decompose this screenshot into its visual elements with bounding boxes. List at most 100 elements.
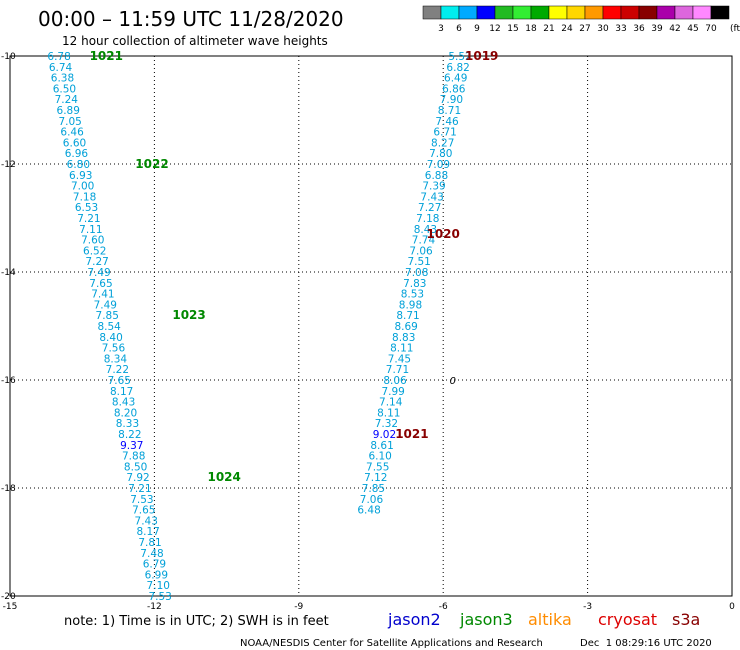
swh-value-label: 7.12 [364, 472, 387, 484]
pressure-label: 1024 [207, 470, 240, 484]
colorbar-tick-label: 21 [543, 24, 554, 34]
colorbar-swatch [602, 5, 622, 20]
swh-value-label: 7.65 [108, 375, 131, 387]
x-tick-label: -15 [3, 602, 18, 612]
swh-value-label: 7.21 [77, 213, 100, 225]
data-labels: 6.786.746.386.507.246.897.056.466.606.96… [47, 49, 498, 603]
swh-value-label: 6.99 [145, 569, 168, 581]
swh-value-label: 7.49 [87, 267, 110, 279]
swh-value-label: 7.56 [102, 343, 126, 355]
legend-entry: s3a [672, 610, 700, 629]
swh-value-label: 7.53 [148, 591, 171, 603]
swh-value-label: 7.32 [375, 418, 398, 430]
swh-value-label: 7.27 [85, 256, 108, 268]
y-tick-label: -12 [1, 160, 16, 170]
swh-value-label: 6.50 [53, 83, 76, 95]
swh-value-label: 6.60 [63, 137, 86, 149]
colorbar-tick-label: 24 [561, 24, 573, 34]
colorbar-swatch [566, 5, 586, 20]
colorbar-tick-label: 3 [438, 24, 444, 34]
swh-value-label: 8.40 [99, 332, 122, 344]
swh-value-label: 7.08 [405, 267, 428, 279]
swh-value-label: 9.02 [373, 429, 396, 441]
swh-value-label: 7.10 [147, 580, 170, 592]
swh-value-label: 8.34 [104, 353, 128, 365]
swh-value-label: 6.49 [444, 73, 467, 85]
timestamp-text: Dec 1 08:29:16 UTC 2020 [580, 638, 712, 649]
swh-value-label: 7.11 [79, 224, 102, 236]
swh-value-label: 6.86 [442, 83, 466, 95]
legend-entry: jason3 [459, 610, 513, 629]
swh-value-label: 7.41 [91, 289, 114, 301]
grid [10, 56, 732, 596]
colorbar-swatch [422, 5, 442, 20]
swh-value-label: 7.65 [89, 278, 112, 290]
swh-value-label: 7.05 [58, 116, 81, 128]
swh-value-label: 6.52 [83, 245, 106, 257]
swh-value-label: 7.74 [412, 235, 436, 247]
legend-entry: altika [528, 610, 572, 629]
swh-value-label: 8.71 [396, 310, 419, 322]
colorbar-tick-label: 70 [705, 24, 717, 34]
y-tick-label: -16 [1, 376, 16, 386]
legend-entry: cryosat [598, 610, 657, 629]
swh-value-label: 6.46 [60, 127, 84, 139]
colorbar-swatch [710, 5, 730, 20]
x-tick-label: -6 [439, 602, 448, 612]
colorbar-tick-label: 30 [597, 24, 609, 34]
colorbar-swatch [494, 5, 514, 20]
legend: jason2 jason3 altika cryosat s3a [387, 610, 700, 629]
colorbar-swatch [692, 5, 712, 20]
colorbar-tick-label: 27 [579, 24, 590, 34]
chart-subtitle: 12 hour collection of altimeter wave hei… [62, 34, 328, 48]
swh-value-label: 7.81 [138, 537, 161, 549]
swh-value-label: 8.17 [136, 526, 159, 538]
swh-value-label: 6.71 [433, 127, 456, 139]
colorbar-swatch [584, 5, 604, 20]
swh-value-label: 6.82 [446, 62, 469, 74]
swh-value-label: 7.65 [132, 505, 155, 517]
swh-value-label: 7.99 [381, 386, 404, 398]
swh-value-label: 8.83 [392, 332, 415, 344]
colorbar-unit: (ft) [730, 24, 740, 34]
swh-value-label: 7.88 [122, 451, 145, 463]
x-tick-label: -9 [294, 602, 303, 612]
swh-value-label: 7.85 [96, 310, 119, 322]
swh-value-label: 7.51 [407, 256, 430, 268]
swh-value-label: 7.71 [386, 364, 409, 376]
swh-value-label: 8.06 [383, 375, 407, 387]
swh-value-label: 7.80 [429, 148, 452, 160]
swh-value-label: 6.48 [357, 505, 380, 517]
chart-title: 00:00 – 11:59 UTC 11/28/2020 [38, 7, 344, 31]
swh-value-label: 7.14 [379, 397, 403, 409]
swh-value-label: 8.69 [394, 321, 417, 333]
swh-value-label: 7.27 [418, 202, 441, 214]
colorbar-tick-label: 9 [474, 24, 480, 34]
pressure-label: 1019 [465, 49, 498, 63]
y-tick-label: -20 [1, 592, 16, 602]
swh-value-label: 7.53 [130, 494, 153, 506]
colorbar-swatch [512, 5, 532, 20]
swh-value-label: 6.89 [57, 105, 80, 117]
swh-value-label: 7.45 [388, 353, 411, 365]
swh-value-label: 8.20 [114, 407, 137, 419]
swh-value-label: 7.85 [362, 483, 385, 495]
swh-value-label: 8.71 [438, 105, 461, 117]
pressure-label: 1023 [172, 308, 205, 322]
note-text: note: 1) Time is in UTC; 2) SWH is in fe… [64, 614, 329, 629]
swh-value-label: 7.00 [71, 181, 94, 193]
swh-value-label: 7.06 [360, 494, 384, 506]
colorbar-tick-label: 45 [687, 24, 698, 34]
colorbar-tick-label: 15 [507, 24, 518, 34]
swh-value-label: 8.53 [401, 289, 424, 301]
swh-value-label: 7.39 [422, 181, 445, 193]
colorbar-swatch [620, 5, 640, 20]
swh-value-label: 7.48 [140, 548, 163, 560]
colorbar-swatch [476, 5, 496, 20]
plot-frame [9, 55, 733, 597]
swh-value-label: 6.80 [67, 159, 90, 171]
swh-value-label: 7.60 [81, 235, 104, 247]
swh-value-label: 6.38 [51, 73, 74, 85]
